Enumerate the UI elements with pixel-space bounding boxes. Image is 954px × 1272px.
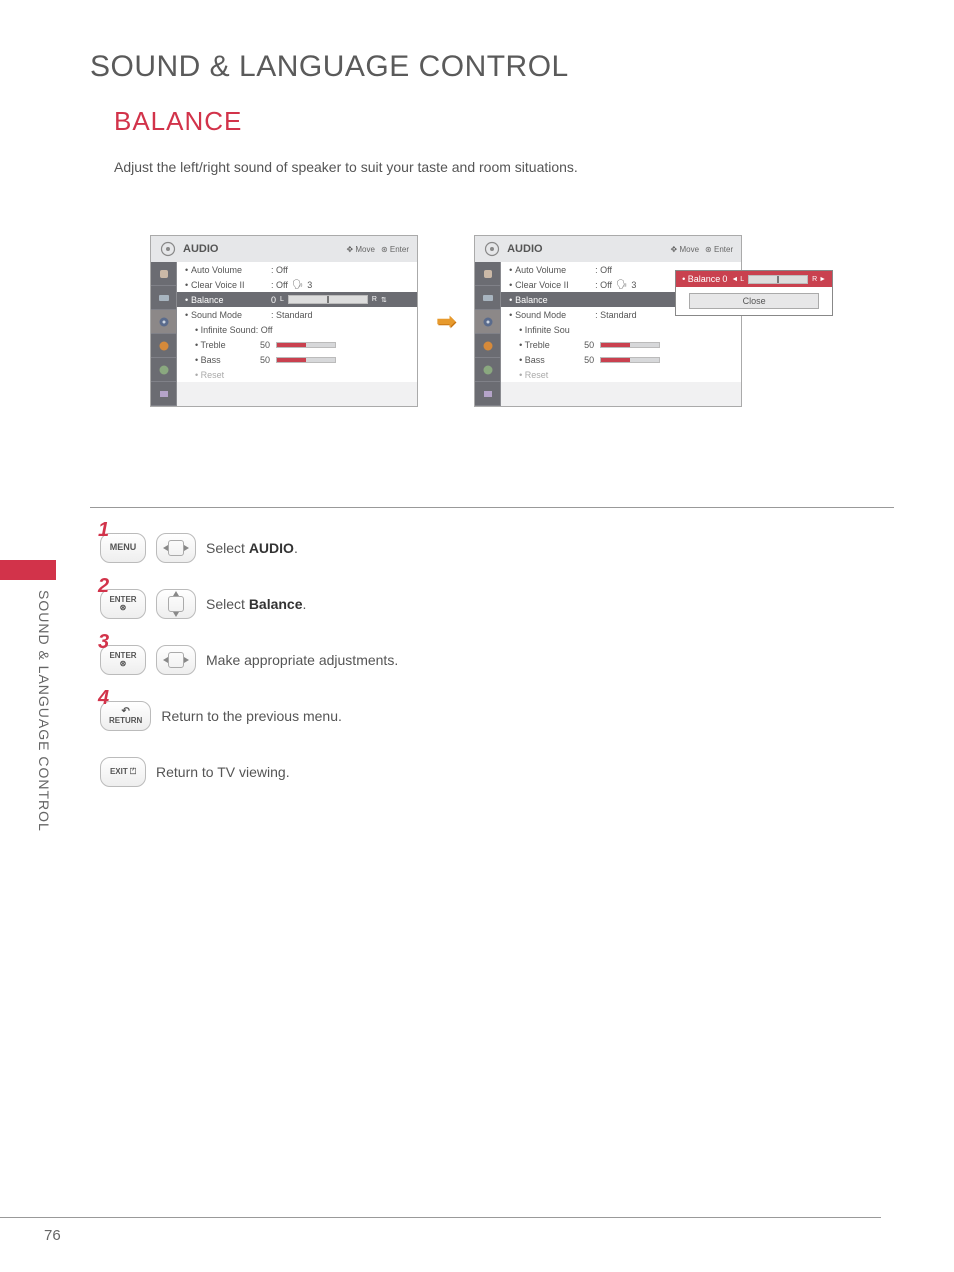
section-description: Adjust the left/right sound of speaker t… (114, 159, 894, 175)
bass-slider[interactable] (600, 357, 660, 363)
tab-icon-audio[interactable] (151, 310, 176, 334)
section-divider (90, 507, 894, 508)
step-1: 1 MENU Select AUDIO. (100, 533, 894, 563)
step-4-text: Return to the previous menu. (161, 708, 342, 724)
row-clear-voice[interactable]: • Clear Voice II : Off 🗣 3 (177, 277, 417, 292)
treble-label: • Treble (519, 340, 574, 350)
bass-label: • Bass (519, 355, 574, 365)
move-hint: ✥ Move (346, 245, 375, 254)
row-reset[interactable]: • Reset (501, 367, 741, 382)
row-auto-volume[interactable]: • Auto Volume : Off (177, 262, 417, 277)
tab-icon-5[interactable] (151, 358, 176, 382)
tab-icon-5[interactable] (475, 358, 500, 382)
popup-close-button[interactable]: Close (689, 293, 819, 309)
step-number: 2 (98, 575, 109, 598)
tab-icon-6[interactable] (475, 382, 500, 406)
row-bass[interactable]: • Bass 50 (177, 352, 417, 367)
instruction-steps: 1 MENU Select AUDIO. 2 ENTER⊛ Select Bal… (100, 533, 894, 787)
bass-value: 50 (250, 355, 270, 365)
step-2: 2 ENTER⊛ Select Balance. (100, 589, 894, 619)
move-hint: ✥ Move (671, 245, 700, 254)
step-1-text: Select AUDIO. (206, 540, 298, 556)
bass-label: • Bass (195, 355, 250, 365)
tab-icon-4[interactable] (475, 334, 500, 358)
tab-icon-4[interactable] (151, 334, 176, 358)
sound-mode-label: Sound Mode (515, 310, 595, 320)
balance-value: 0 L R ⇅ (271, 295, 409, 305)
tab-icon-2[interactable] (475, 286, 500, 310)
row-bass[interactable]: • Bass 50 (501, 352, 741, 367)
balance-popup: • Balance 0 ◄ L R ► Close (675, 270, 833, 316)
auto-volume-label: Auto Volume (191, 265, 271, 275)
side-red-tab (0, 560, 56, 580)
infinite-sound-label: • Infinite Sou (519, 325, 733, 335)
step-2-text: Select Balance. (206, 596, 306, 612)
page-number: 76 (44, 1227, 61, 1244)
step-3-text: Make appropriate adjustments. (206, 652, 398, 668)
step-3: 3 ENTER⊛ Make appropriate adjustments. (100, 645, 894, 675)
row-balance[interactable]: • Balance 0 L R ⇅ (177, 292, 417, 307)
side-tab-icons (151, 262, 177, 406)
reset-label: • Reset (519, 370, 548, 380)
panel-title: AUDIO (183, 243, 218, 255)
treble-value: 50 (250, 340, 270, 350)
clear-voice-label: Clear Voice II (515, 280, 595, 290)
infinite-sound-label: • Infinite Sound: Off (195, 325, 409, 335)
nav-left-right-button[interactable] (156, 533, 196, 563)
clear-voice-label: Clear Voice II (191, 280, 271, 290)
side-tab-icons (475, 262, 501, 406)
audio-icon (159, 240, 177, 258)
step-number: 3 (98, 631, 109, 654)
enter-hint: ⊛ Enter (705, 245, 733, 254)
auto-volume-label: Auto Volume (515, 265, 595, 275)
balance-label: Balance (515, 295, 595, 305)
balance-label: Balance (191, 295, 271, 305)
tab-icon-1[interactable] (151, 262, 176, 286)
step-exit-text: Return to TV viewing. (156, 764, 290, 780)
row-treble[interactable]: • Treble 50 (501, 337, 741, 352)
popup-header: • Balance 0 ◄ L R ► (676, 271, 832, 287)
transition-arrow-icon: ➡ (436, 307, 456, 336)
step-4: 4 ↶RETURN Return to the previous menu. (100, 701, 894, 731)
step-exit: EXIT ⏍ Return to TV viewing. (100, 757, 894, 787)
step-number: 4 (98, 687, 109, 710)
osd-panels-row: AUDIO ✥ Move ⊛ Enter • (150, 235, 894, 407)
treble-value: 50 (574, 340, 594, 350)
popup-balance-value: 0 ◄ L R ► (722, 274, 826, 284)
bass-slider[interactable] (276, 357, 336, 363)
panel-header: AUDIO ✥ Move ⊛ Enter (475, 236, 741, 262)
panel-title: AUDIO (507, 243, 542, 255)
treble-slider[interactable] (276, 342, 336, 348)
step-number: 1 (98, 519, 109, 542)
treble-slider[interactable] (600, 342, 660, 348)
nav-up-down-button[interactable] (156, 589, 196, 619)
page-title: SOUND & LANGUAGE CONTROL (90, 50, 894, 84)
sound-mode-value: : Standard (271, 310, 409, 320)
reset-label: • Reset (195, 370, 224, 380)
sound-mode-label: Sound Mode (191, 310, 271, 320)
tab-icon-2[interactable] (151, 286, 176, 310)
audio-osd-panel-right: AUDIO ✥ Move ⊛ Enter • (474, 235, 742, 407)
treble-label: • Treble (195, 340, 250, 350)
auto-volume-value: : Off (271, 265, 409, 275)
row-sound-mode[interactable]: • Sound Mode : Standard (177, 307, 417, 322)
exit-button[interactable]: EXIT ⏍ (100, 757, 146, 787)
tab-icon-6[interactable] (151, 382, 176, 406)
row-treble[interactable]: • Treble 50 (177, 337, 417, 352)
audio-osd-panel-left: AUDIO ✥ Move ⊛ Enter • (150, 235, 418, 407)
audio-icon (483, 240, 501, 258)
panel-header: AUDIO ✥ Move ⊛ Enter (151, 236, 417, 262)
enter-hint: ⊛ Enter (381, 245, 409, 254)
bass-value: 50 (574, 355, 594, 365)
clear-voice-value: : Off 🗣 3 (271, 279, 409, 290)
section-title: BALANCE (114, 106, 894, 137)
popup-title: • Balance (682, 274, 720, 284)
row-infinite-sound[interactable]: • Infinite Sou (501, 322, 741, 337)
sidebar-vertical-title: SOUND & LANGUAGE CONTROL (36, 590, 52, 832)
tab-icon-audio[interactable] (475, 310, 500, 334)
tab-icon-1[interactable] (475, 262, 500, 286)
nav-left-right-button[interactable] (156, 645, 196, 675)
row-infinite-sound[interactable]: • Infinite Sound: Off (177, 322, 417, 337)
row-reset[interactable]: • Reset (177, 367, 417, 382)
